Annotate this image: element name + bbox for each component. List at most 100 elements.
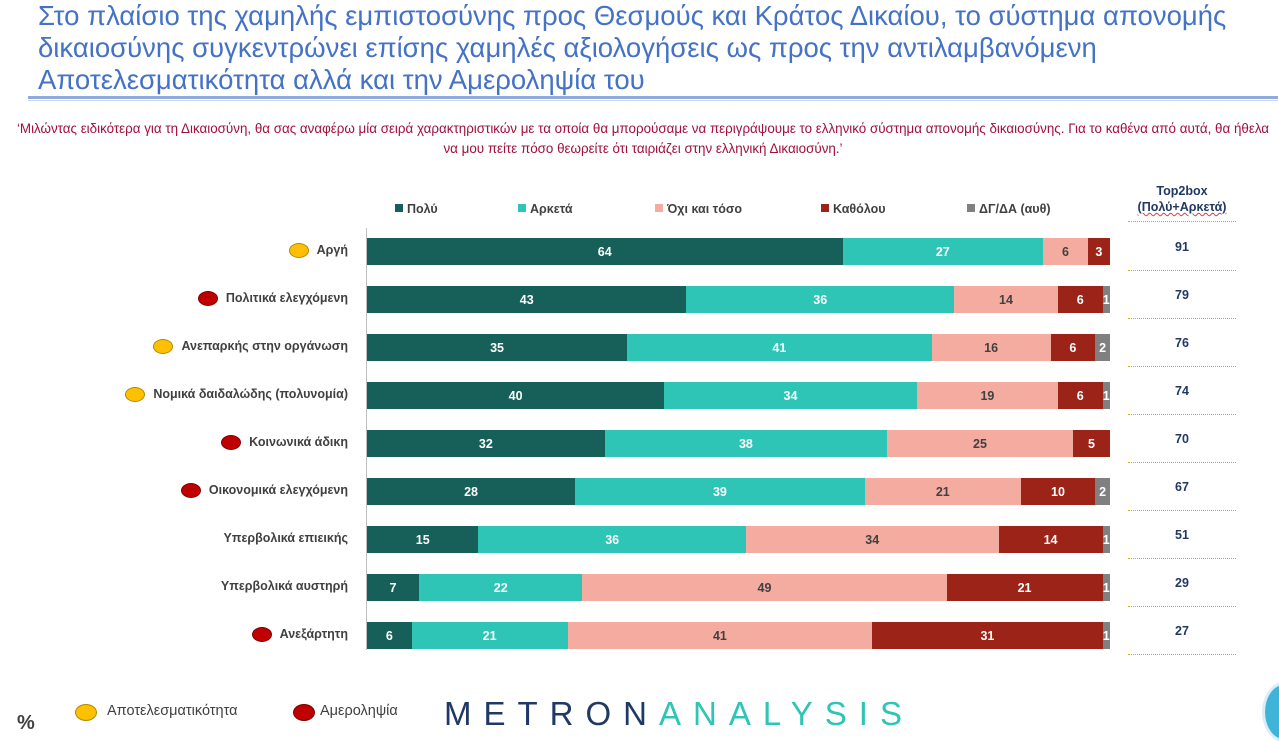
category-label: Οικονομικά ελεγχόμενη	[208, 483, 348, 497]
category-label: Κοινωνικά άδικη	[249, 435, 348, 449]
bar-segment: 6	[367, 622, 412, 649]
bar-segment: 35	[367, 334, 628, 361]
bar-segment: 39	[575, 478, 865, 505]
category-label: Υπερβολικά επιεικής	[223, 531, 348, 545]
bar-segment: 19	[916, 382, 1058, 409]
bar-segment: 14	[998, 526, 1103, 553]
bar-segment: 2	[1095, 478, 1110, 505]
legend-label: Καθόλου	[833, 202, 886, 216]
category-label: Αργή	[316, 243, 348, 257]
efficiency-dot-icon	[153, 339, 174, 354]
footer-legend-efficiency: Αποτελεσματικότητα	[107, 703, 238, 719]
top2box-divider	[1128, 654, 1236, 655]
bar-segment: 21	[411, 622, 568, 649]
bar-segment: 25	[887, 430, 1073, 457]
logo-part2: ANALYSIS	[659, 695, 914, 732]
bar-segment: 32	[367, 430, 605, 457]
bar-segment: 2	[1095, 334, 1110, 361]
top2box-value: 70	[1175, 432, 1189, 446]
top2box-divider	[1128, 510, 1236, 511]
chart-axis	[366, 228, 367, 650]
bar-segment: 34	[745, 526, 999, 553]
top2box-header-line2: (Πολύ+Αρκετά)	[1137, 200, 1227, 214]
impartiality-dot-icon	[180, 483, 201, 498]
bar-segment: 41	[567, 622, 873, 649]
legend-swatch	[395, 204, 403, 212]
legend-swatch	[518, 204, 526, 212]
bar-segment: 1	[1102, 526, 1110, 553]
bar-segment: 21	[864, 478, 1021, 505]
metron-analysis-logo: METRONANALYSIS	[444, 695, 914, 733]
top2box-divider	[1128, 318, 1236, 319]
top2box-divider	[1128, 221, 1236, 222]
footer-legend-impartiality: Αμεροληψία	[320, 703, 398, 719]
bar-segment: 43	[367, 286, 687, 313]
legend-item: Όχι και τόσο	[655, 202, 742, 216]
top2box-divider	[1128, 606, 1236, 607]
impartiality-dot-icon	[197, 291, 218, 306]
top2box-value: 91	[1175, 240, 1189, 254]
title-divider	[28, 96, 1278, 99]
top2box-divider	[1128, 462, 1236, 463]
top2box-value: 27	[1175, 624, 1189, 638]
bar-segment: 38	[604, 430, 888, 457]
top2box-divider	[1128, 414, 1236, 415]
bar-segment: 41	[627, 334, 932, 361]
impartiality-dot-icon	[221, 435, 242, 450]
bar-segment: 16	[931, 334, 1051, 361]
legend-item: Καθόλου	[821, 202, 886, 216]
bar-segment: 15	[367, 526, 479, 553]
legend-item: ΔΓ/ΔΑ (αυθ)	[967, 202, 1051, 216]
legend-label: Αρκετά	[530, 202, 573, 216]
bar-segment: 10	[1020, 478, 1096, 505]
chart-legend: Πολύ Αρκετά Όχι και τόσο Καθόλου ΔΓ/ΔΑ (αυθ)	[0, 202, 1120, 220]
impartiality-dot-icon	[293, 704, 315, 721]
bar-segment: 3	[1087, 238, 1110, 265]
category-label: Ανεπαρκής στην οργάνωση	[181, 339, 348, 353]
impartiality-dot-icon	[251, 627, 272, 642]
bar-segment: 5	[1072, 430, 1110, 457]
bar-segment: 1	[1102, 286, 1110, 313]
top2box-value: 29	[1175, 576, 1189, 590]
bar-segment: 6	[1057, 382, 1103, 409]
top2box-value: 51	[1175, 528, 1189, 542]
top2box-value: 76	[1175, 336, 1189, 350]
bar-segment: 6	[1050, 334, 1096, 361]
top2box-value: 74	[1175, 384, 1189, 398]
category-label: Πολιτικά ελεγχόμενη	[225, 291, 348, 305]
legend-item: Αρκετά	[518, 202, 573, 216]
unit-label: %	[17, 712, 35, 734]
top2box-header: Top2box (Πολύ+Αρκετά)	[1128, 183, 1236, 215]
legend-label: ΔΓ/ΔΑ (αυθ)	[979, 202, 1051, 216]
corner-badge-icon	[1262, 682, 1279, 742]
legend-swatch	[967, 204, 975, 212]
top2box-divider	[1128, 366, 1236, 367]
bar-segment: 28	[367, 478, 576, 505]
bar-segment: 40	[367, 382, 665, 409]
bar-segment: 36	[478, 526, 746, 553]
category-label: Ανεξάρτητη	[279, 627, 348, 641]
bar-segment: 27	[842, 238, 1044, 265]
top2box-divider	[1128, 558, 1236, 559]
bar-segment: 22	[419, 574, 583, 601]
category-label: Υπερβολικά αυστηρή	[220, 579, 348, 593]
bar-segment: 1	[1102, 574, 1110, 601]
logo-part1: METRON	[444, 695, 659, 732]
bar-segment: 7	[367, 574, 419, 601]
legend-swatch	[821, 204, 829, 212]
page-title: Στο πλαίσιο της χαμηλής εμπιστοσύνης προ…	[38, 0, 1227, 95]
bar-segment: 1	[1102, 622, 1110, 649]
efficiency-dot-icon	[125, 387, 146, 402]
bar-segment: 6	[1043, 238, 1088, 265]
legend-label: Πολύ	[407, 202, 438, 216]
bar-segment: 14	[953, 286, 1058, 313]
bar-segment: 36	[686, 286, 954, 313]
bar-segment: 21	[946, 574, 1103, 601]
bar-segment: 34	[664, 382, 917, 409]
top2box-divider	[1128, 270, 1236, 271]
title-divider-shadow	[28, 100, 1278, 101]
bar-segment: 64	[367, 238, 843, 265]
category-label: Νομικά δαιδαλώδης (πολυνομία)	[153, 387, 348, 401]
efficiency-dot-icon	[288, 243, 309, 258]
bar-segment: 31	[872, 622, 1103, 649]
